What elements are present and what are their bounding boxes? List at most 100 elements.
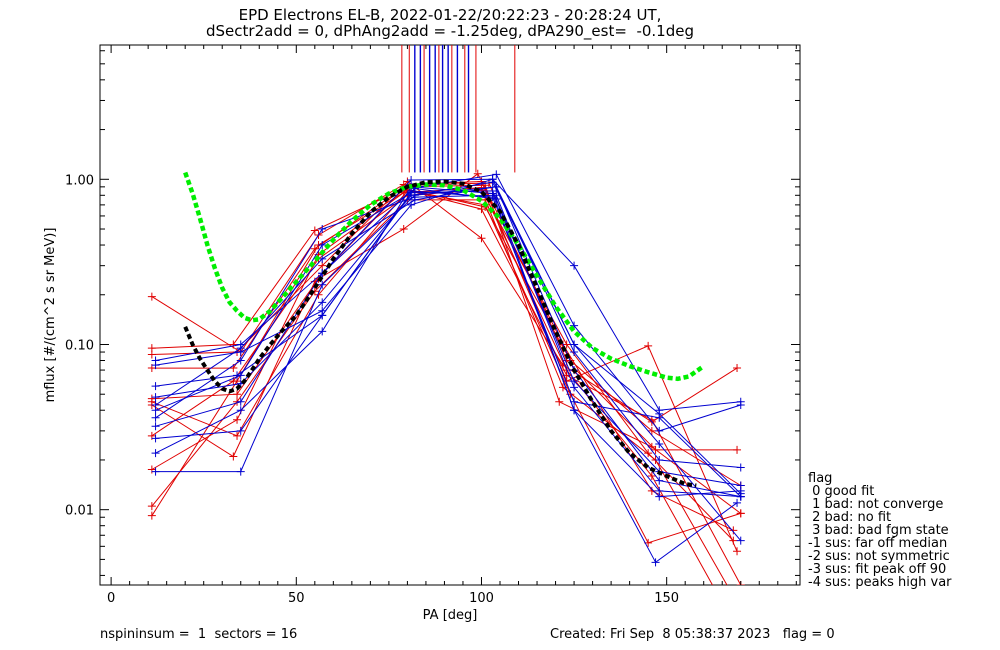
data-point-blue [151,406,160,415]
data-point-red [233,390,242,399]
data-point-red [733,445,742,454]
data-point-red [733,547,742,556]
data-point-blue [407,176,416,185]
data-point-blue [236,397,245,406]
series-line-red [151,189,734,541]
data-point-blue [151,361,160,370]
x-tick-label: 150 [654,591,679,606]
data-point-blue [736,401,745,410]
footer-params: nspininsum = 1 sectors = 16 [100,627,298,642]
series-line-blue [155,181,742,541]
data-point-blue [570,348,579,357]
x-axis-label: PA [deg] [423,608,478,623]
legend-item: -2 sus: not symmetric [808,549,950,564]
data-point-blue [151,434,160,443]
x-tick-label: 0 [107,591,115,606]
data-point-blue [655,455,664,464]
series-line-blue [155,190,742,497]
data-point-blue [318,327,327,336]
data-point-red [473,169,482,178]
data-point-red [729,526,738,535]
series-line-red [151,189,742,585]
data-point-blue [407,200,416,209]
data-point-blue [655,439,664,448]
data-point-blue [236,371,245,380]
data-point-red [562,340,571,349]
data-point-blue [736,536,745,545]
data-point-red [647,426,656,435]
y-tick-label: 0.10 [65,338,94,353]
series-line-blue [155,186,741,498]
data-point-blue [151,467,160,476]
data-point-red [647,471,656,480]
data-point-blue [655,426,664,435]
data-point-blue [570,383,579,392]
data-point-red [147,511,156,520]
chart-title-line-1: EPD Electrons EL-B, 2022-01-22/20:22:23 … [238,6,662,24]
legend-item: -1 sus: far off median [808,536,948,551]
data-point-red [233,431,242,440]
data-point-blue [570,340,579,349]
series-line-red [151,184,741,514]
series-line-red [151,187,741,486]
data-point-blue [151,449,160,458]
data-point-blue [151,393,160,402]
data-point-red [647,486,656,495]
axes: 0 50 100 150 0.01 0.10 1.00 [65,45,800,606]
data-point-red [310,226,319,235]
data-point-blue [151,382,160,391]
data-point-red [555,397,564,406]
data-point-blue [318,241,327,250]
data-point-blue [651,558,660,567]
data-point-blue [492,194,501,203]
data-point-red [644,449,653,458]
legend-item: 0 good fit [808,484,875,499]
data-series [147,169,745,585]
fit-curve-black [183,179,697,488]
series-line-red [151,180,738,552]
series-line-blue [155,190,741,486]
data-point-red [229,340,238,349]
series-line-red [151,199,728,585]
data-point-blue [151,422,160,431]
data-point-blue [236,406,245,415]
data-point-blue [736,463,745,472]
data-point-red [147,502,156,511]
data-point-red [147,292,156,301]
data-point-blue [655,476,664,485]
data-point-blue [488,189,497,198]
y-axis-label: mflux [#/(cm^2 s sr MeV)] [43,228,58,403]
data-point-blue [733,498,742,507]
data-point-red [399,225,408,234]
data-point-blue [655,409,664,418]
data-point-blue [318,306,327,315]
data-point-red [651,445,660,454]
data-point-blue [236,348,245,357]
series-line-blue [155,194,741,498]
data-point-red [233,415,242,424]
data-point-red [644,341,653,350]
data-point-red [147,465,156,474]
legend-item: -4 sus: peaks high var [808,575,952,590]
peak-marks [401,45,516,173]
data-point-blue [236,426,245,435]
data-point-blue [236,356,245,365]
data-point-blue [410,191,419,200]
plot-frame [99,44,801,586]
data-point-blue [736,489,745,498]
legend-item: 3 bad: bad fgm state [808,523,949,538]
data-point-blue [318,225,327,234]
x-tick-label: 100 [469,591,494,606]
data-point-red [729,536,738,545]
fit-curve-green [183,171,705,382]
legend-item: 2 bad: no fit [808,510,892,525]
data-point-blue [488,175,497,184]
data-point-red [477,234,486,243]
legend-title: flag [808,471,833,486]
y-tick-label: 1.00 [65,173,94,188]
legend-item: -3 sus: fit peak off 90 [808,562,947,577]
series-line-red [151,182,737,451]
chart-title-line-2: dSectr2add = 0, dPhAng2add = -1.25deg, d… [206,22,694,40]
data-point-blue [318,280,327,289]
